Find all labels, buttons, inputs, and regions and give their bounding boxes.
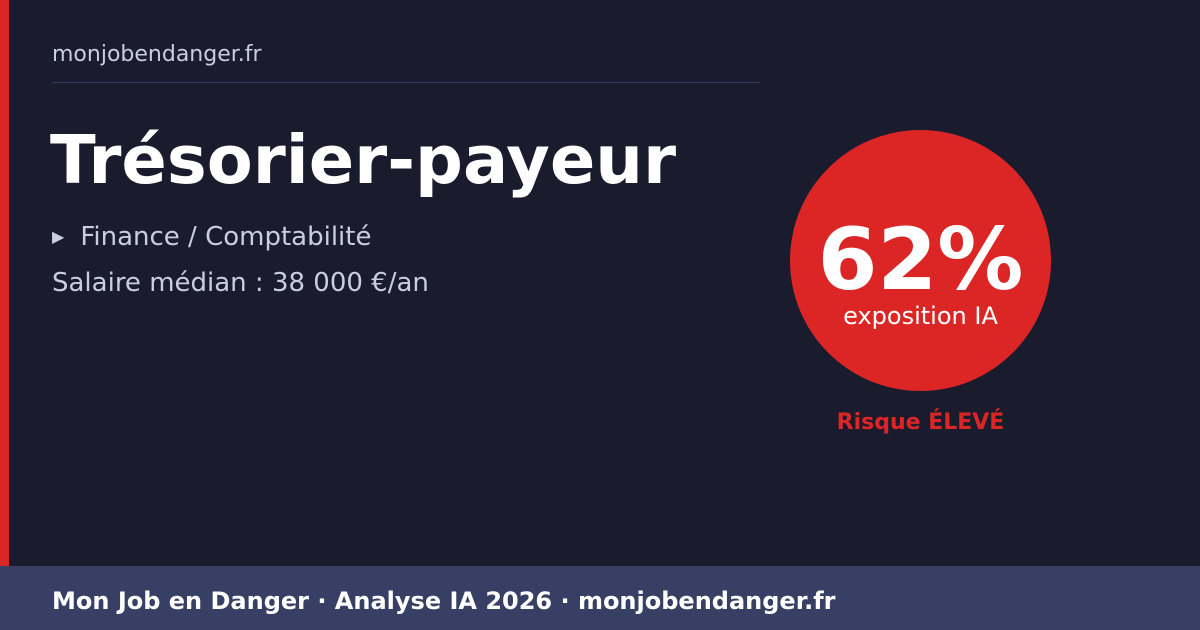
footer-text: Mon Job en Danger · Analyse IA 2026 · mo… [52,587,836,615]
footer: Mon Job en Danger · Analyse IA 2026 · mo… [0,566,1200,630]
triangle-right-icon: ▶ [52,227,65,246]
median-salary: Salaire médian : 38 000 €/an [52,268,429,298]
job-category: ▶ Finance / Comptabilité [52,220,371,254]
divider [52,82,760,83]
exposure-percent: 62% [817,210,1024,310]
exposure-circle: 62% exposition IA [790,130,1051,391]
exposure-label: exposition IA [843,302,998,330]
accent-bar [0,0,9,566]
site-name: monjobendanger.fr [52,42,262,67]
category-label: Finance / Comptabilité [80,222,372,252]
risk-level: Risque ÉLEVÉ [836,410,1005,435]
job-title: Trésorier-payeur [50,121,676,199]
